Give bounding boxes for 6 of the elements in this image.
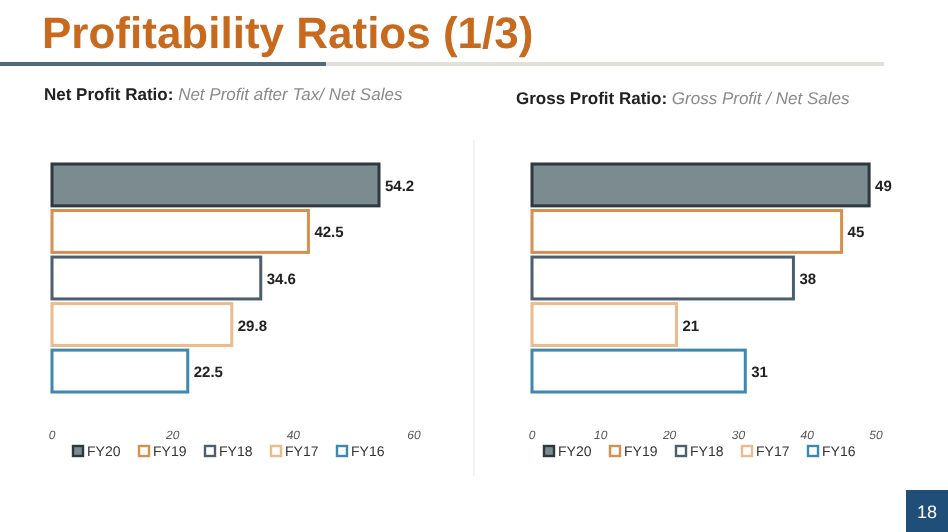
chart-subtitle: Gross Profit Ratio: Gross Profit / Net Sales <box>516 88 851 108</box>
chart-subtitle: Net Profit Ratio: Net Profit after Tax/ Net Sales <box>44 84 404 104</box>
bar <box>530 162 871 208</box>
text: 18 <box>916 502 938 522</box>
chart-title: Profitability Ratios (1/3) <box>42 8 534 58</box>
bar <box>50 162 381 208</box>
